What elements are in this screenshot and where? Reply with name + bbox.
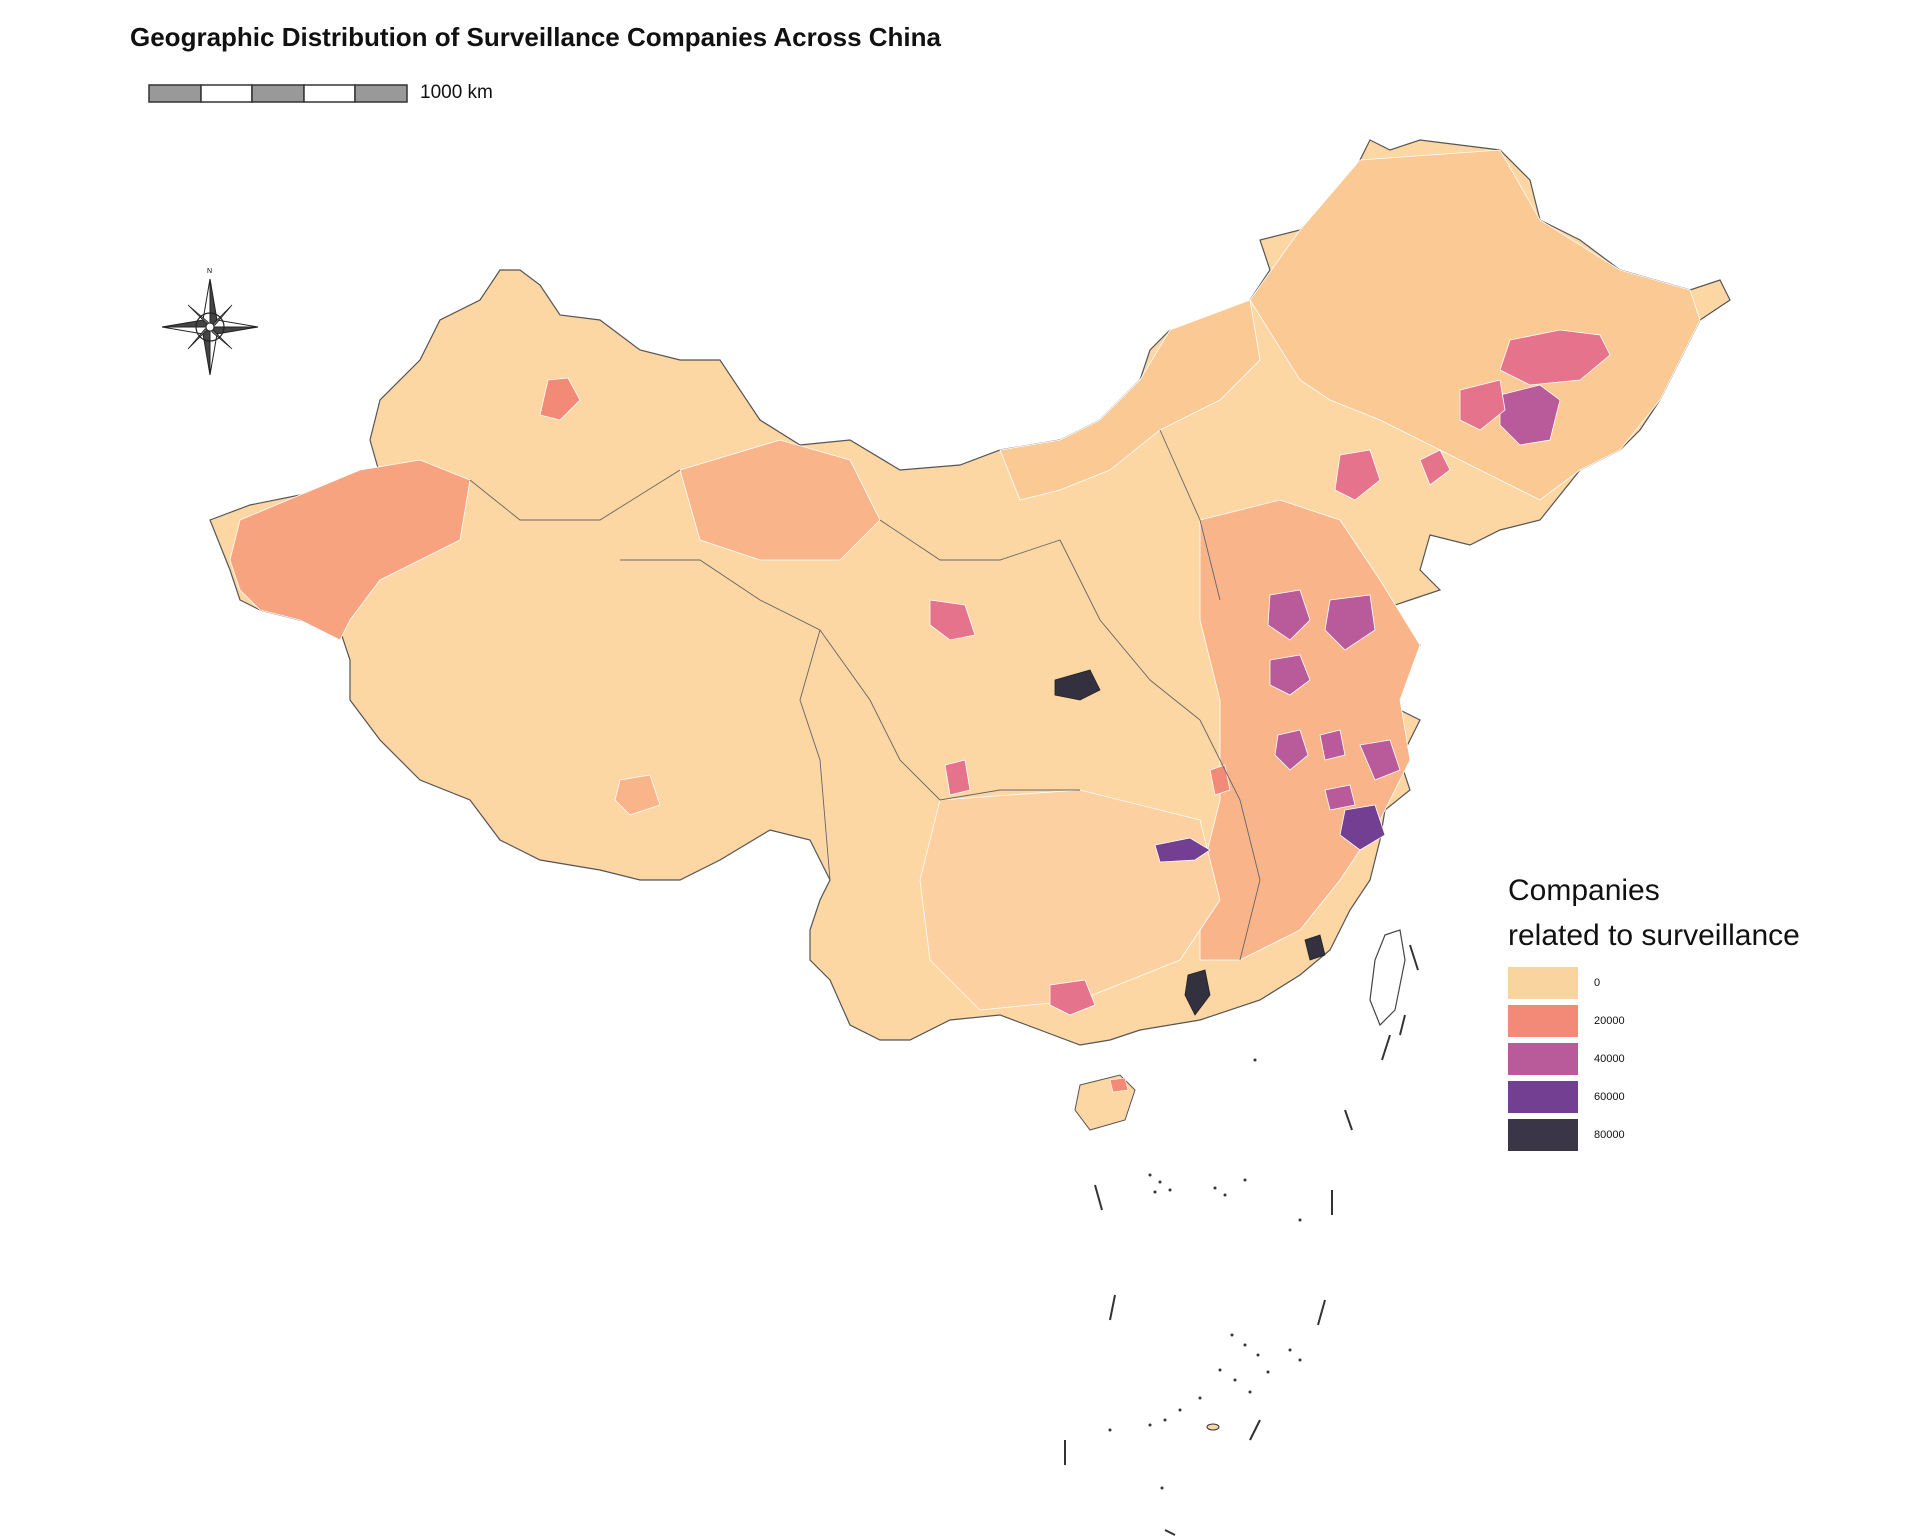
region-xinjiang-west <box>229 459 471 641</box>
legend-label: 0 <box>1594 977 1601 989</box>
region-qingdao <box>1324 594 1376 651</box>
scattered-islands <box>1108 1058 1302 1490</box>
legend-item: 80000 <box>1508 1116 1800 1154</box>
region-wuhan <box>1154 837 1211 863</box>
region-harbin <box>1499 329 1611 386</box>
region-hefei <box>1274 729 1309 771</box>
province-boundaries <box>469 429 1261 961</box>
region-fuzhou <box>1304 934 1326 961</box>
legend-label: 40000 <box>1594 1053 1625 1065</box>
legend-item: 20000 <box>1508 1002 1800 1040</box>
region-northeast <box>1249 149 1701 501</box>
region-chengdu <box>944 759 971 796</box>
legend: Companies related to surveillance 0 20000… <box>1508 868 1800 1154</box>
region-changsha <box>1209 764 1231 796</box>
legend-title-line1: Companies <box>1508 874 1660 907</box>
scale-bar <box>148 84 408 103</box>
north-label: N <box>207 268 212 275</box>
region-urumqi <box>539 377 581 421</box>
region-inner-mongolia <box>999 299 1261 501</box>
region-changchun <box>1499 384 1561 446</box>
region-tibet-city <box>614 774 661 816</box>
legend-item: 60000 <box>1508 1078 1800 1116</box>
map-title: Geographic Distribution of Surveillance … <box>130 22 941 52</box>
north-arrow-icon: N <box>161 268 259 375</box>
region-wuhan-area <box>1324 784 1356 811</box>
region-shanghai <box>1359 739 1401 781</box>
region-dalian <box>1419 449 1451 486</box>
legend-item: 0 <box>1508 964 1800 1002</box>
scale-label: 1000 km <box>420 82 493 103</box>
south-china-sea-lines <box>1064 944 1419 1536</box>
legend-label: 80000 <box>1594 1129 1625 1141</box>
legend-title-line2: related to surveillance <box>1508 919 1800 952</box>
legend-item: 40000 <box>1508 1040 1800 1078</box>
region-hangzhou <box>1339 804 1386 851</box>
legend-swatch <box>1508 1005 1578 1037</box>
legend-swatch <box>1508 1081 1578 1113</box>
region-nanjing <box>1319 729 1346 761</box>
legend-label: 60000 <box>1594 1091 1625 1103</box>
legend-swatch <box>1508 1119 1578 1151</box>
region-jinan <box>1267 589 1311 641</box>
region-shenyang-north <box>1459 379 1506 431</box>
island-small <box>1206 1423 1220 1431</box>
region-gansu-qinghai <box>679 439 881 561</box>
region-nanning <box>1049 979 1096 1016</box>
region-lanzhou <box>929 599 976 641</box>
region-haikou <box>1109 1077 1129 1093</box>
region-zhengzhou <box>1269 654 1311 696</box>
region-taiwan <box>1369 929 1406 1027</box>
region-shenyang <box>1334 449 1381 501</box>
legend-swatch <box>1508 967 1578 999</box>
legend-label: 20000 <box>1594 1015 1625 1027</box>
region-guangzhou <box>1184 969 1211 1016</box>
region-south <box>919 789 1221 1011</box>
region-xian <box>1054 669 1101 701</box>
legend-swatch <box>1508 1043 1578 1075</box>
